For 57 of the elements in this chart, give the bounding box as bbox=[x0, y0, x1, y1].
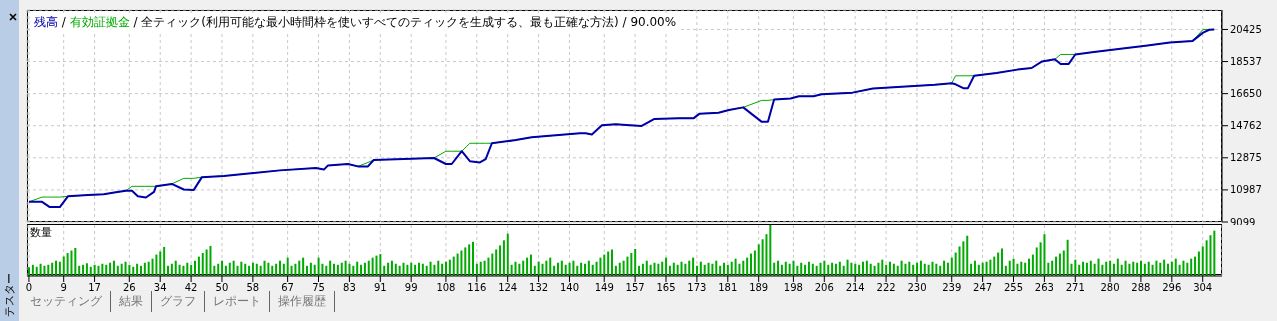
x-tick-label: 214 bbox=[845, 282, 865, 294]
x-tick-label: 42 bbox=[184, 282, 198, 294]
x-tick-label: 206 bbox=[814, 282, 834, 294]
x-tick-label: 198 bbox=[783, 282, 803, 294]
y-tick-label: 18537 bbox=[1230, 56, 1262, 68]
x-tick-label: 239 bbox=[942, 282, 962, 294]
text: テスター bbox=[2, 273, 17, 317]
x-tick-label: 99 bbox=[404, 282, 418, 294]
x-tick-label: 132 bbox=[529, 282, 549, 294]
x-tick-label: 181 bbox=[718, 282, 738, 294]
text: レポート bbox=[213, 294, 261, 308]
x-tick-label: 26 bbox=[122, 282, 136, 294]
text: / bbox=[133, 15, 138, 29]
y-tick-label: 14762 bbox=[1230, 120, 1262, 132]
x-tick-label: 17 bbox=[88, 282, 101, 294]
x-tick-label: 304 bbox=[1193, 282, 1213, 294]
x-tick-label: 75 bbox=[312, 282, 325, 294]
x-tick-label: 222 bbox=[876, 282, 896, 294]
y-tick-label: 20425 bbox=[1230, 24, 1262, 36]
x-tick-label: 50 bbox=[215, 282, 229, 294]
text: 残高 bbox=[34, 15, 58, 29]
x-tick-label: 255 bbox=[1003, 282, 1024, 294]
text: グラフ bbox=[160, 294, 196, 308]
x-tick-label: 189 bbox=[749, 282, 769, 294]
x-tick-label: 34 bbox=[153, 282, 167, 294]
x-tick-label: 0 bbox=[25, 282, 33, 294]
x-tick-label: 108 bbox=[436, 282, 456, 294]
text: 全ティック(利用可能な最小時間枠を使いすべてのティックを生成する、最も正確な方法) / 90.00% bbox=[141, 15, 677, 29]
text: セッティング bbox=[30, 294, 102, 308]
x-tick-label: 91 bbox=[373, 282, 387, 294]
y-tick-label: 10987 bbox=[1230, 184, 1262, 196]
x-tick-label: 263 bbox=[1034, 282, 1054, 294]
x-tick-label: 173 bbox=[687, 282, 707, 294]
y-tick-label: 16650 bbox=[1230, 88, 1262, 100]
x-tick-label: 230 bbox=[907, 282, 927, 294]
x-tick-label: 165 bbox=[656, 282, 676, 294]
x-tick-label: 280 bbox=[1100, 282, 1120, 294]
chart-title: 数量 bbox=[30, 226, 52, 239]
x-tick-label: 67 bbox=[281, 282, 294, 294]
x-tick-label: 157 bbox=[625, 282, 645, 294]
text: 有効証拠金 bbox=[69, 15, 130, 29]
x-tick-label: 83 bbox=[343, 282, 356, 294]
x-tick-label: 124 bbox=[498, 282, 518, 294]
x-tick-label: 247 bbox=[973, 282, 993, 294]
x-tick-label: 296 bbox=[1162, 282, 1182, 294]
x-tick-label: 271 bbox=[1065, 282, 1085, 294]
annotation: / bbox=[60, 15, 67, 29]
text: 結果 bbox=[119, 294, 143, 308]
x-tick-label: 116 bbox=[467, 282, 487, 294]
x-tick-label: 140 bbox=[559, 282, 580, 294]
x-tick-label: 149 bbox=[594, 282, 614, 294]
x-tick-label: 9 bbox=[60, 282, 67, 294]
text: 操作履歴 bbox=[278, 294, 326, 308]
x-tick-label: 58 bbox=[246, 282, 260, 294]
y-tick-label: 12875 bbox=[1230, 152, 1262, 164]
y-tick-label: 9099 bbox=[1230, 216, 1256, 228]
x-tick-label: 288 bbox=[1131, 282, 1151, 294]
